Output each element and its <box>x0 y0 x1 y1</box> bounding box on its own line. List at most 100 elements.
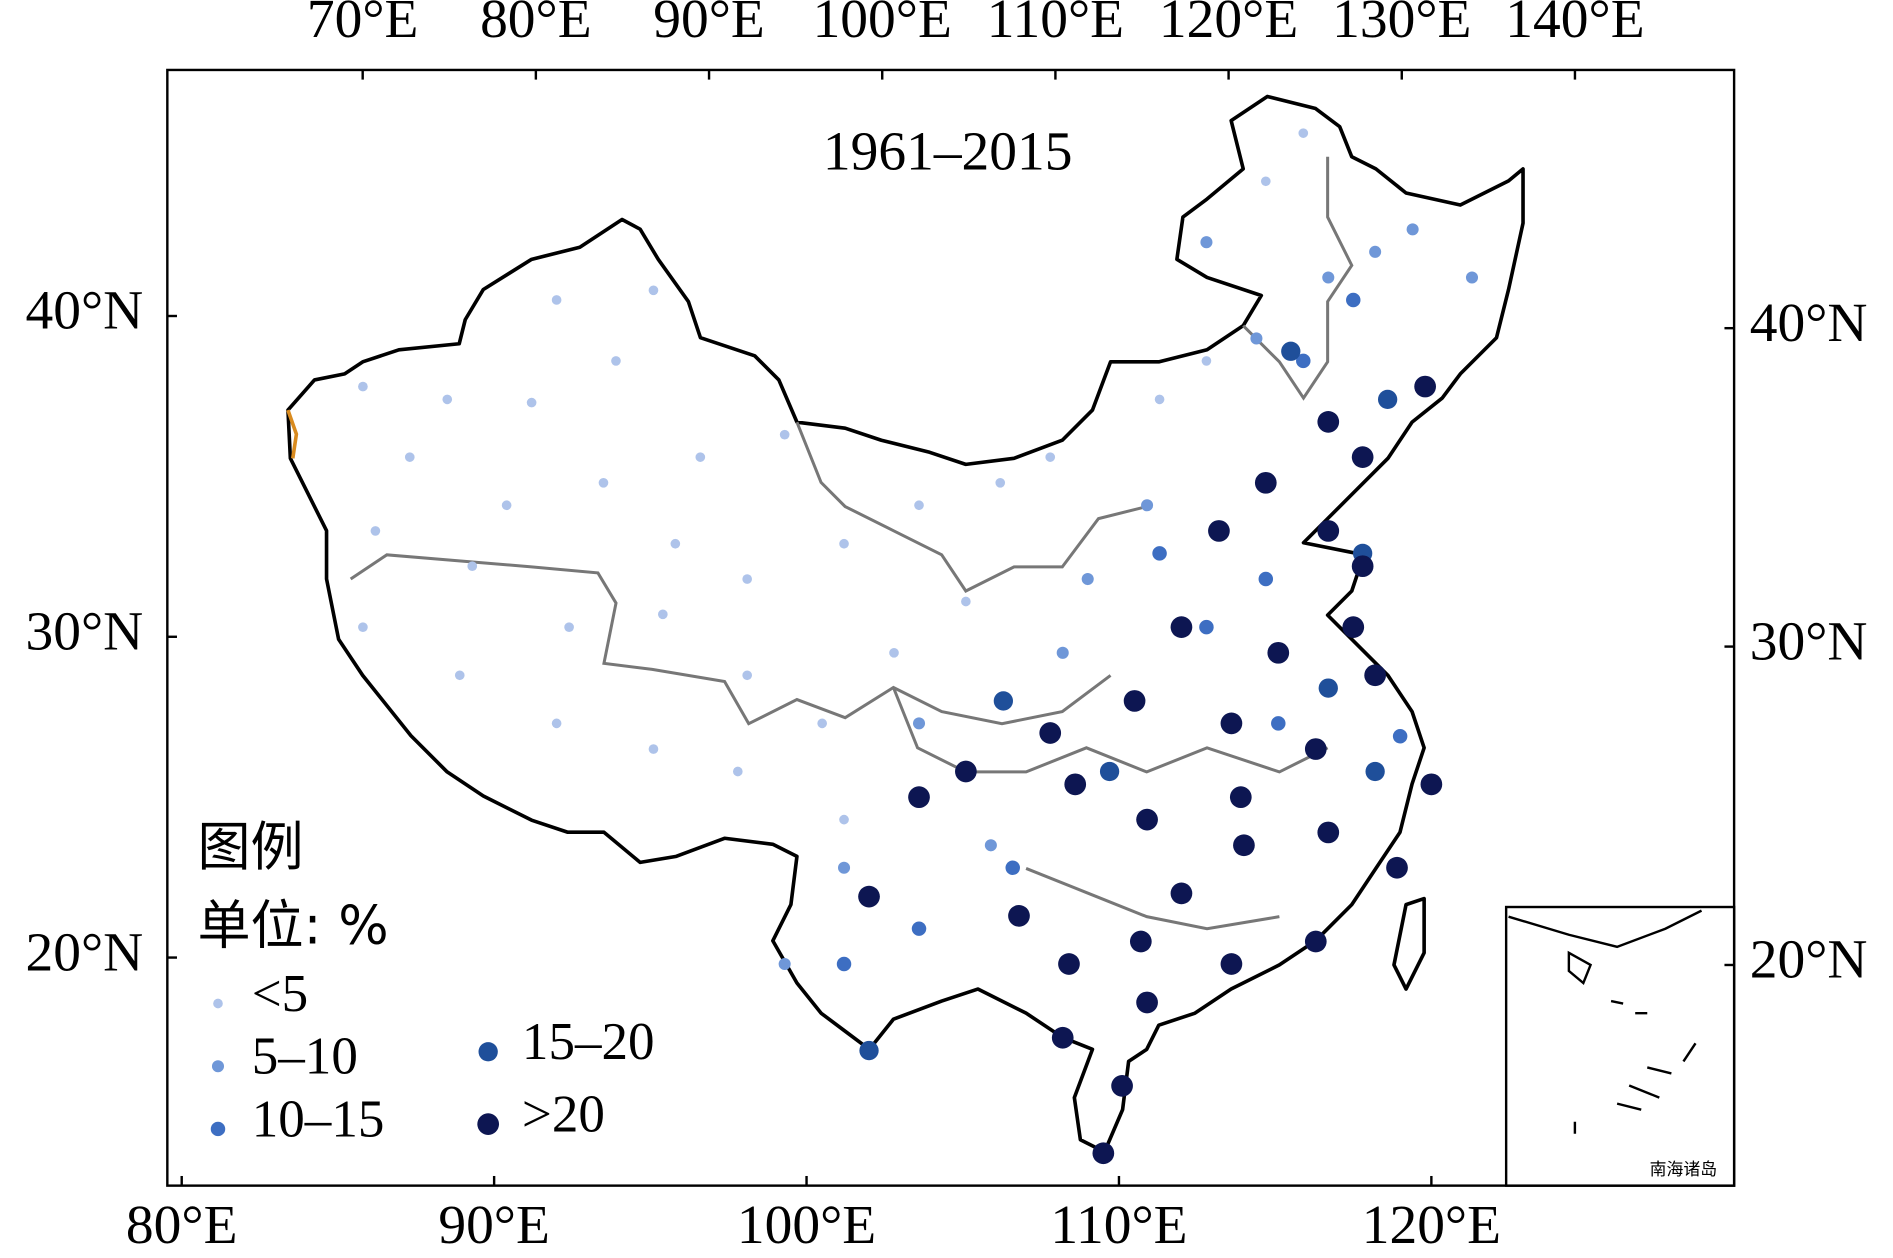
province-line <box>1025 867 1280 931</box>
legend-marker <box>211 1060 225 1073</box>
legend-marker <box>213 998 223 1009</box>
station <box>564 622 574 632</box>
border <box>286 94 1525 1154</box>
y2-tick-label: 40°N <box>1750 293 1868 354</box>
station <box>859 1040 879 1061</box>
station <box>955 760 977 783</box>
station <box>1199 619 1214 635</box>
station <box>1364 664 1386 687</box>
station <box>1229 786 1252 809</box>
station <box>1414 375 1436 398</box>
inset-frame <box>1504 905 1736 1187</box>
station <box>1365 761 1385 782</box>
station <box>1152 546 1167 561</box>
station <box>1233 834 1255 857</box>
province-line <box>795 421 1148 593</box>
x-tick-label: 120°E <box>1362 1195 1501 1256</box>
legend-label: 5–10 <box>252 1028 358 1086</box>
station <box>1200 236 1213 249</box>
station <box>908 786 930 809</box>
station <box>1039 722 1062 744</box>
station <box>779 429 790 440</box>
station <box>1170 882 1193 905</box>
y-tick-label: 30°N <box>25 602 143 663</box>
station <box>358 381 368 392</box>
station <box>858 885 880 908</box>
station <box>1267 641 1290 664</box>
inset: 南海诸岛 <box>1504 905 1736 1187</box>
station <box>658 609 668 620</box>
y-tick-label: 40°N <box>25 281 143 342</box>
station <box>778 957 791 971</box>
station <box>358 622 368 632</box>
station <box>1406 223 1419 236</box>
station <box>1170 616 1193 639</box>
station <box>1304 930 1327 953</box>
station <box>1056 646 1069 659</box>
station <box>1250 332 1263 345</box>
station <box>370 526 381 536</box>
y2-tick-label: 20°N <box>1750 930 1868 991</box>
station <box>1465 271 1479 284</box>
province-line <box>1242 156 1354 401</box>
inset-coast <box>1508 909 1703 985</box>
station <box>1201 356 1212 366</box>
station <box>817 718 827 729</box>
station <box>732 766 743 777</box>
station <box>1099 761 1120 782</box>
island <box>1392 896 1426 991</box>
station <box>839 814 849 825</box>
station <box>1317 520 1340 542</box>
legend-label: 10–15 <box>252 1090 385 1148</box>
station <box>1129 930 1152 953</box>
station <box>1322 271 1335 284</box>
border-segment <box>286 409 299 459</box>
x2-tick-label: 70°E <box>307 0 419 50</box>
x2-tick-label: 140°E <box>1505 0 1644 50</box>
station <box>836 956 852 972</box>
station <box>742 574 753 584</box>
station <box>889 647 899 658</box>
station <box>1081 573 1094 586</box>
station <box>501 500 512 511</box>
station <box>551 295 562 305</box>
legend-label: >20 <box>522 1085 605 1143</box>
station <box>1111 1075 1133 1097</box>
map-frame <box>166 68 1736 1187</box>
station <box>1058 953 1080 975</box>
station <box>1258 571 1274 587</box>
station <box>742 670 753 681</box>
station <box>984 839 997 852</box>
y2-tick-label: 30°N <box>1750 611 1868 672</box>
province-line <box>349 553 1112 726</box>
legend-marker <box>210 1121 226 1137</box>
country-outline <box>286 94 1525 1154</box>
station <box>648 285 659 296</box>
station <box>695 452 706 462</box>
station <box>1296 353 1311 369</box>
station <box>995 477 1006 488</box>
legend-title: 图例 <box>197 816 303 878</box>
station <box>1220 712 1243 735</box>
station <box>1317 410 1340 433</box>
station <box>467 561 478 572</box>
station <box>551 718 562 729</box>
x2-tick-label: 90°E <box>653 0 765 50</box>
station <box>1346 292 1361 308</box>
station <box>1008 904 1030 927</box>
x-tick-label: 100°E <box>737 1195 876 1256</box>
station <box>442 394 453 405</box>
station <box>1254 471 1277 494</box>
station <box>911 921 927 936</box>
station <box>1369 245 1382 258</box>
station <box>1318 678 1338 698</box>
x-tick-label: 110°E <box>1050 1195 1187 1256</box>
station <box>839 538 849 549</box>
station <box>670 538 681 549</box>
stations <box>358 128 1479 1165</box>
station <box>1136 808 1158 831</box>
province-lines <box>349 156 1354 931</box>
legend-label: <5 <box>252 965 308 1023</box>
